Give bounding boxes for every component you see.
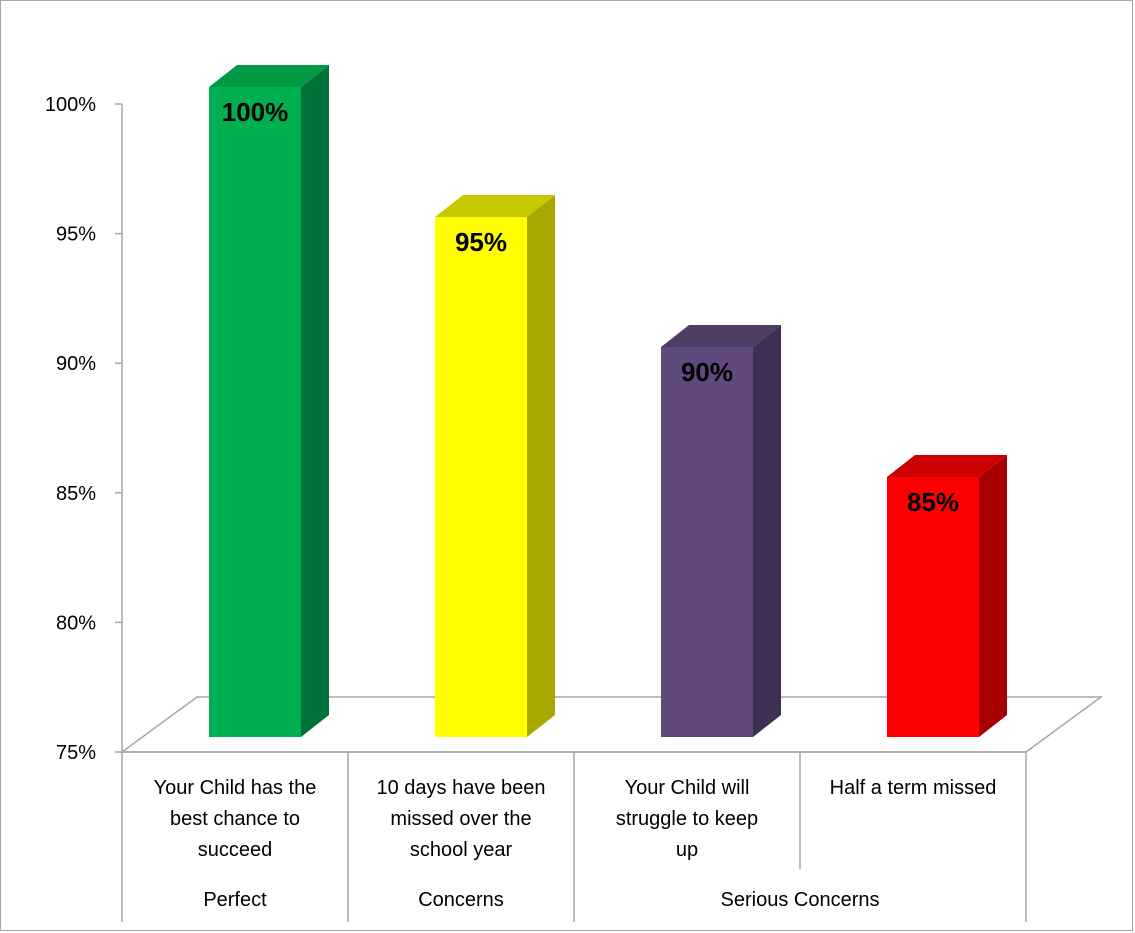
x-axis: Your Child has the best chance to succeed 1… bbox=[121, 751, 1027, 922]
y-tick-label: 80% bbox=[56, 612, 96, 634]
y-tick-label: 90% bbox=[56, 353, 96, 375]
data-label: 90% bbox=[681, 357, 733, 387]
x-category-label: school year bbox=[410, 839, 513, 861]
bars: 100% 95% 90% 85% bbox=[209, 65, 1007, 737]
bar-side bbox=[527, 195, 555, 737]
x-category-label: struggle to keep bbox=[616, 808, 758, 830]
x-category-label: Your Child will bbox=[625, 777, 750, 799]
bar-2: 95% bbox=[435, 195, 555, 737]
x-category-label: up bbox=[676, 839, 698, 861]
y-tick-label: 85% bbox=[56, 483, 96, 505]
x-category-label: missed over the bbox=[390, 808, 531, 830]
x-category-label: Half a term missed bbox=[830, 777, 997, 799]
x-group-label: Serious Concerns bbox=[721, 889, 880, 911]
bar-side bbox=[301, 65, 329, 737]
bar-3: 90% bbox=[661, 325, 781, 737]
bar-top bbox=[209, 65, 329, 87]
data-label: 95% bbox=[455, 227, 507, 257]
x-category-label: succeed bbox=[198, 839, 273, 861]
bar-top bbox=[661, 325, 781, 347]
y-axis: 100% 95% 90% 85% 80% 75% bbox=[45, 94, 123, 764]
y-tick-label: 95% bbox=[56, 224, 96, 246]
bar-side bbox=[753, 325, 781, 737]
x-group-label: Concerns bbox=[418, 889, 504, 911]
bar-front bbox=[661, 347, 753, 737]
x-category-label: best chance to bbox=[170, 808, 300, 830]
bar-4: 85% bbox=[887, 455, 1007, 737]
x-category-label: 10 days have been bbox=[376, 777, 545, 799]
data-label: 100% bbox=[222, 97, 289, 127]
bar-front bbox=[435, 217, 527, 737]
bar-front bbox=[887, 477, 979, 737]
bar-front bbox=[209, 87, 301, 737]
x-group-label: Perfect bbox=[203, 889, 267, 911]
x-category-label: Your Child has the bbox=[154, 777, 317, 799]
bar-1: 100% bbox=[209, 65, 329, 737]
data-label: 85% bbox=[907, 487, 959, 517]
bar-top bbox=[435, 195, 555, 217]
y-tick-label: 100% bbox=[45, 94, 96, 116]
bar-side bbox=[979, 455, 1007, 737]
y-tick-label: 75% bbox=[56, 742, 96, 764]
bar-top bbox=[887, 455, 1007, 477]
